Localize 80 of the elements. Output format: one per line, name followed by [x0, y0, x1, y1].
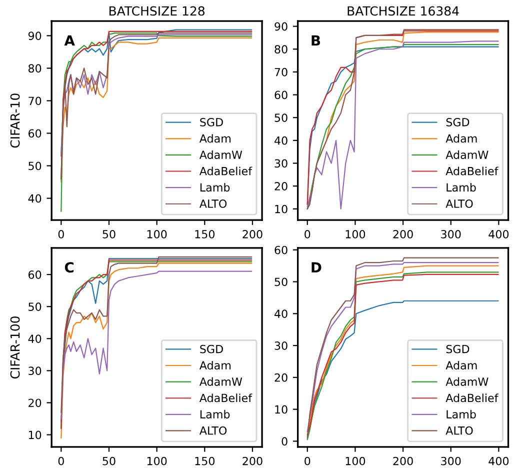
y-tick-label: 60	[274, 90, 288, 100]
x-tick-label: 0	[304, 230, 310, 238]
x-tick-label: 150	[195, 456, 215, 466]
legend-label: Adam	[199, 134, 231, 143]
y-tick-label: 0	[282, 437, 288, 446]
y-tick-label: 10	[275, 405, 288, 414]
legend-label: Adam	[446, 134, 477, 143]
x-tick-label: 0	[58, 230, 64, 238]
legend-label: ALTO	[199, 426, 227, 435]
x-tick-label: 0	[304, 456, 310, 466]
x-tick-label: 100	[147, 230, 167, 238]
chart-title: BATCHSIZE 128	[109, 6, 205, 16]
x-tick-label: 150	[195, 230, 215, 238]
y-tick-label: 80	[28, 64, 42, 73]
legend-label: Lamb	[200, 183, 230, 192]
y-tick-label: 50	[28, 302, 42, 311]
y-tick-label: 60	[28, 129, 42, 138]
legend-label: AdamW	[446, 150, 488, 159]
x-tick-label: 400	[488, 230, 509, 238]
annotation: C	[64, 262, 74, 273]
legend-label: SGD	[446, 118, 470, 126]
legend-label: Adam	[446, 360, 477, 370]
legend-label: Lamb	[446, 410, 476, 418]
y-tick-label: 30	[28, 366, 42, 376]
y-tick-label: 10	[275, 204, 288, 214]
y-tick-label: 20	[28, 398, 42, 408]
x-tick-label: 100	[346, 456, 366, 466]
y-tick-label: 30	[274, 159, 288, 168]
legend-label: AdamW	[199, 150, 242, 159]
y-tick-label: 90	[274, 22, 288, 31]
y-tick-label: 40	[28, 194, 42, 203]
x-tick-label: 200	[393, 230, 413, 238]
y-tick-label: 70	[274, 68, 288, 76]
y-axis-title: CIFAR-10	[10, 94, 20, 148]
legend-label: AdaBelief	[446, 166, 498, 176]
x-tick-label: 200	[242, 456, 262, 466]
y-tick-label: 10	[28, 430, 42, 440]
y-axis-title: CIFAR-100	[10, 316, 20, 379]
legend-label: ALTO	[199, 200, 227, 208]
y-tick-label: 40	[274, 136, 288, 145]
legend-label: SGD	[200, 344, 223, 354]
annotation: D	[312, 262, 322, 272]
chart-title: BATCHSIZE 16384	[348, 6, 459, 16]
legend-label: Lamb	[446, 183, 476, 192]
y-tick-label: 40	[28, 334, 42, 343]
y-tick-label: 20	[274, 182, 288, 190]
x-tick-label: 100	[147, 456, 167, 466]
annotation: A	[64, 35, 75, 46]
y-tick-label: 50	[274, 114, 288, 122]
x-tick-label: 200	[242, 230, 262, 238]
x-tick-label: 50	[102, 456, 116, 466]
legend-label: Adam	[199, 360, 231, 370]
annotation: B	[312, 35, 320, 46]
x-tick-label: 300	[441, 456, 461, 466]
x-tick-label: 300	[441, 230, 461, 238]
y-tick-label: 50	[274, 278, 288, 286]
legend-label: AdaBelief	[446, 394, 498, 402]
x-tick-label: 400	[488, 456, 509, 466]
x-tick-label: 50	[102, 230, 116, 238]
y-tick-label: 80	[274, 45, 288, 54]
legend-label: AdaBelief	[199, 394, 252, 402]
legend-label: AdaBelief	[199, 166, 252, 176]
x-tick-label: 0	[58, 456, 64, 466]
legend-label: SGD	[200, 118, 223, 126]
y-tick-label: 60	[28, 270, 42, 279]
y-tick-label: 30	[274, 341, 288, 350]
legend-label: SGD	[446, 344, 470, 354]
legend-label: Lamb	[200, 410, 230, 418]
x-tick-label: 100	[346, 230, 366, 238]
legend-label: AdamW	[446, 377, 488, 386]
legend-label: ALTO	[446, 200, 473, 208]
y-tick-label: 90	[28, 32, 42, 40]
y-tick-label: 40	[274, 310, 288, 318]
legend-label: AdamW	[199, 377, 242, 386]
y-tick-label: 20	[274, 373, 288, 382]
legend-label: ALTO	[446, 426, 473, 435]
y-tick-label: 50	[28, 162, 42, 170]
y-tick-label: 60	[274, 246, 288, 254]
y-tick-label: 70	[28, 96, 42, 106]
x-tick-label: 200	[393, 456, 413, 466]
